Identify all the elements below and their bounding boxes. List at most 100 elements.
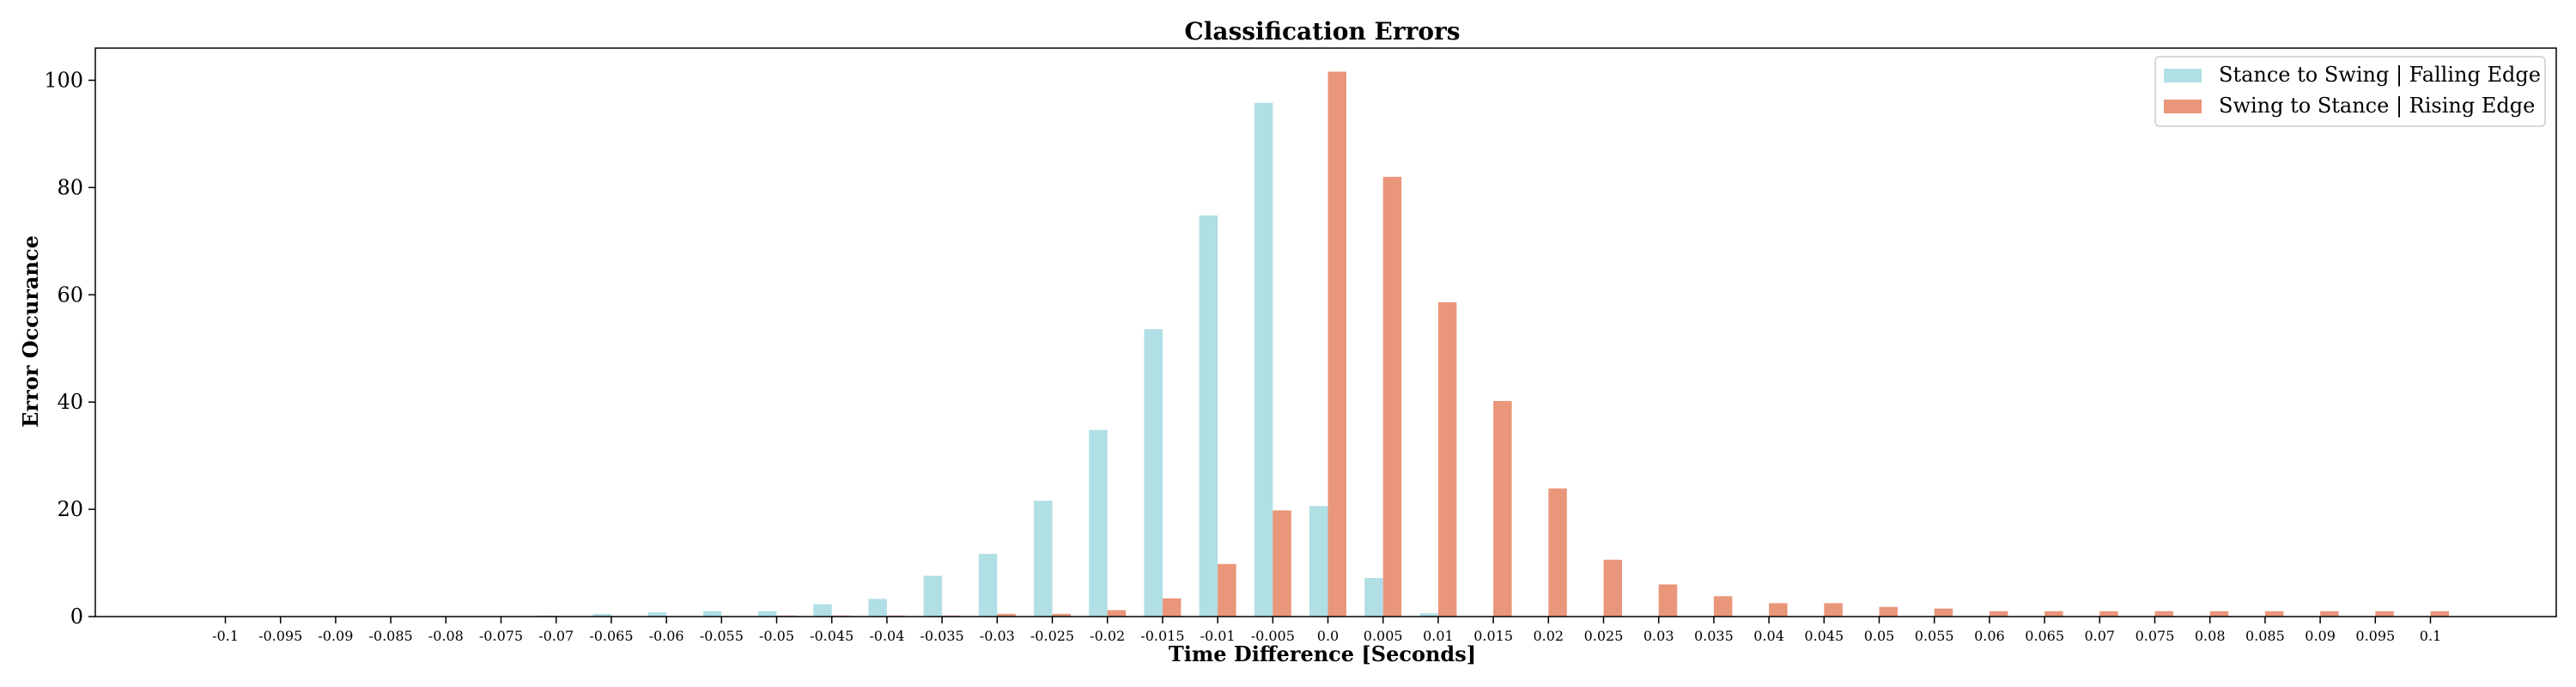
x-tick-label: 0.075 [2136,628,2175,644]
bar-s2--0.005 [1273,510,1291,617]
x-tick-label: -0.045 [810,628,854,644]
bar-s2-0.005 [1382,176,1402,617]
legend-swatch [2164,100,2202,113]
chart-title: Classification Errors [1184,17,1460,46]
bars-group [538,71,2449,617]
x-tick-label: -0.05 [759,628,794,644]
y-tick-label: 0 [70,605,83,629]
x-tick-label: -0.1 [212,628,239,644]
x-tick-label: 0.01 [1423,628,1454,644]
bar-s2-0.055 [1934,608,1953,617]
x-tick-label: 0.03 [1643,628,1674,644]
x-tick-label: -0.06 [649,628,684,644]
x-tick-label: -0.09 [318,628,353,644]
bar-s2-0.07 [2099,611,2118,617]
bar-s2-0.06 [1989,611,2008,617]
x-tick-label: -0.08 [428,628,464,644]
x-tick-label: 0.015 [1473,628,1513,644]
x-tick-label: 0.055 [1915,628,1954,644]
bar-s2-0.02 [1548,488,1567,617]
bar-s1--0.06 [647,612,667,617]
bar-s2--0.02 [1107,610,1127,617]
legend-swatch [2164,69,2202,82]
bar-s2-0.08 [2209,611,2229,617]
bar-s2-0.03 [1658,584,1678,617]
legend-label: Swing to Stance | Rising Edge [2219,94,2535,119]
x-tick-label: 0.04 [1753,628,1784,644]
bar-s2-0.015 [1493,400,1512,617]
x-tick-label: 0.08 [2195,628,2226,644]
x-tick-label: 0.035 [1694,628,1734,644]
bar-s1-0.01 [1419,613,1438,617]
bar-s2--0.01 [1218,563,1236,617]
bar-s2--0.025 [1052,613,1071,617]
bar-s1--0.025 [1034,501,1053,617]
x-tick-label: -0.065 [589,628,633,644]
x-tick-label: -0.01 [1200,628,1236,644]
bar-s1--0.055 [702,611,722,617]
legend-box [2154,56,2546,127]
bar-s1--0.04 [868,599,887,617]
y-tick-label: 40 [57,390,83,414]
x-tick-label: 0.07 [2084,628,2115,644]
bar-s1-0.005 [1364,578,1383,617]
x-tick-label: -0.085 [368,628,412,644]
x-tick-label: 0.065 [2025,628,2064,644]
x-tick-label: -0.015 [1140,628,1184,644]
bar-s1--0.03 [978,553,998,617]
plot-frame [94,47,2557,617]
bar-s2--0.03 [997,613,1016,617]
bar-s2-0.075 [2154,611,2173,617]
x-axis: -0.1 -0.095 -0.09 -0.085 -0.08 -0.075 -0.07 -0.… [212,617,2441,644]
x-tick-label: 0.05 [1864,628,1895,644]
x-tick-label: -0.02 [1090,628,1125,644]
bar-s2-0.085 [2264,611,2284,617]
bar-s1--0.005 [1254,102,1273,617]
bar-s1--0.05 [758,611,777,617]
bar-s1--0.035 [923,575,943,617]
bar-s2-0.0 [1327,71,1346,617]
bar-s2-0.025 [1603,559,1622,617]
bar-s2-0.09 [2320,611,2339,617]
x-tick-label: 0.06 [1974,628,2005,644]
bar-s2-0.01 [1437,302,1457,617]
bar-s1--0.015 [1144,329,1163,617]
y-axis: 0 20 40 60 80 100 [44,68,95,629]
x-tick-label: -0.03 [980,628,1015,644]
x-tick-label: -0.055 [700,628,744,644]
x-tick-label: -0.035 [920,628,963,644]
x-tick-label: 0.02 [1533,628,1564,644]
x-tick-label: -0.04 [869,628,904,644]
y-tick-label: 80 [57,175,83,199]
bar-s1-0.0 [1309,506,1328,617]
bar-s2-0.1 [2430,611,2449,617]
x-tick-label: 0.095 [2355,628,2395,644]
x-tick-label: 0.1 [2420,628,2441,644]
y-tick-label: 60 [57,283,83,307]
x-tick-label: 0.025 [1584,628,1624,644]
bar-s2-0.095 [2375,611,2394,617]
bar-s1--0.02 [1089,429,1108,617]
bar-s1--0.01 [1199,215,1218,617]
legend: Stance to Swing | Falling Edge Swing to S… [2154,56,2546,127]
legend-label: Stance to Swing | Falling Edge [2219,63,2541,88]
y-tick-label: 20 [57,497,83,521]
x-tick-label: 0.045 [1804,628,1844,644]
bar-s1--0.045 [813,604,832,617]
bar-s2--0.015 [1162,598,1182,617]
bar-s2-0.035 [1713,596,1733,617]
x-tick-label: 0.005 [1364,628,1403,644]
x-tick-label: 0.09 [2305,628,2336,644]
x-axis-label: Time Difference [Seconds] [1169,641,1476,666]
y-tick-label: 100 [44,68,83,92]
bar-s2-0.065 [2044,611,2063,617]
bar-s1--0.065 [592,613,611,617]
bar-s2-0.05 [1879,606,1898,617]
x-tick-label: -0.095 [258,628,302,644]
bar-s2-0.045 [1824,603,1843,617]
x-tick-label: -0.07 [538,628,574,644]
x-tick-label: 0.0 [1317,628,1339,644]
y-axis-label: Error Occurance [18,235,43,428]
x-tick-label: -0.025 [1030,628,1074,644]
